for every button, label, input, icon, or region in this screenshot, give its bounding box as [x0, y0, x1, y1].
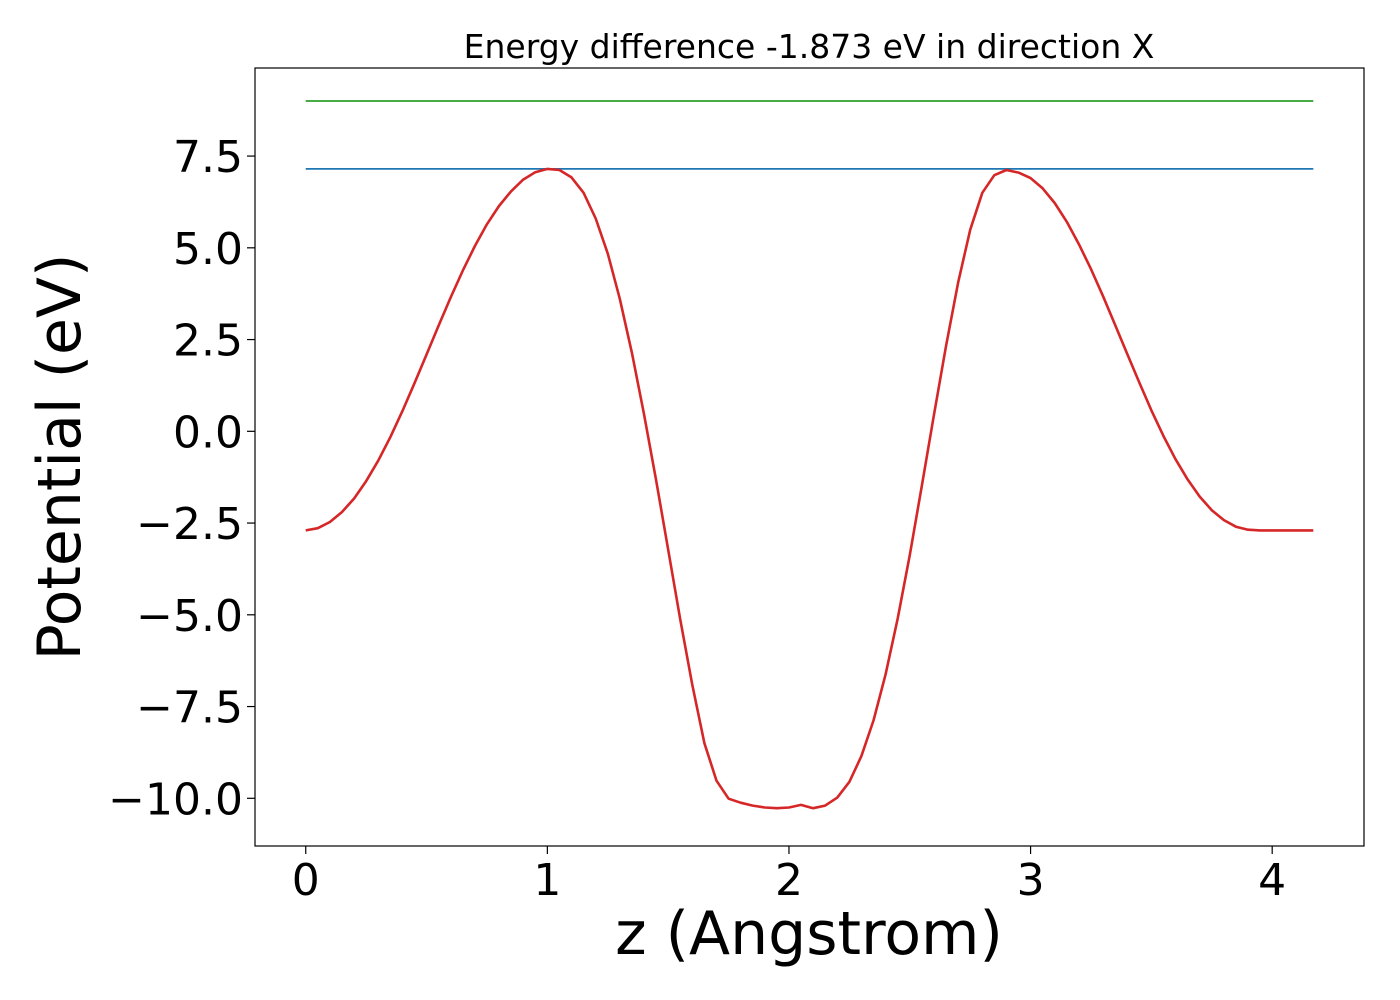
x-axis: 0 1 2 3 4 [292, 846, 1286, 906]
y-axis-label: Potential (eV) [25, 254, 95, 661]
x-tick-label: 0 [292, 855, 320, 906]
y-tick-label: 5.0 [173, 224, 243, 275]
series-layer [305, 100, 1314, 810]
x-tick-label: 1 [533, 855, 561, 906]
y-axis: 7.5 5.0 2.5 0.0 −2.5 −5.0 −7.5 −10.0 [108, 132, 255, 825]
y-tick-label: −5.0 [136, 591, 243, 642]
x-tick-label: 3 [1017, 855, 1045, 906]
y-tick-label: 2.5 [173, 316, 243, 367]
plot-frame [254, 67, 1365, 847]
y-tick-label: −10.0 [108, 774, 243, 825]
series-line-2 [305, 167, 1314, 810]
y-tick-label: −7.5 [136, 683, 243, 734]
y-tick-label: 0.0 [173, 407, 243, 458]
y-tick-label: −2.5 [136, 499, 243, 550]
x-tick-label: 4 [1258, 855, 1286, 906]
chart-title: Energy difference -1.873 eV in direction… [464, 27, 1155, 66]
x-tick-label: 2 [775, 855, 803, 906]
x-axis-label: z (Angstrom) [615, 899, 1003, 969]
plot-area [254, 67, 1365, 847]
y-tick-label: 7.5 [173, 132, 243, 183]
